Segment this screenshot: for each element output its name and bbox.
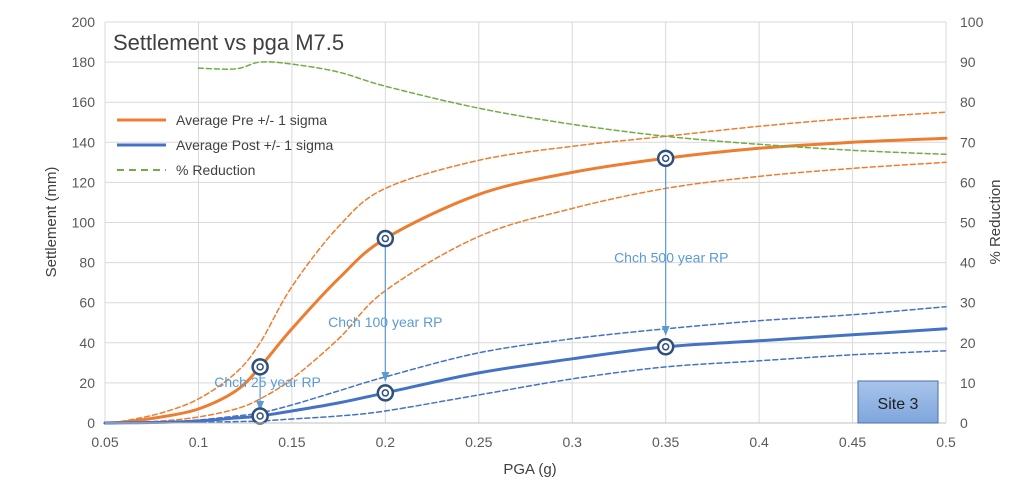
y2-tick-label: 80 [960, 94, 976, 110]
legend: Average Pre +/- 1 sigma Average Post +/-… [117, 112, 334, 178]
x-tick-label: 0.4 [749, 434, 769, 450]
series-line-reduction [197, 61, 947, 156]
y-tick-label: 180 [72, 54, 96, 70]
y2-tick-label: 50 [960, 215, 976, 231]
data-point-marker-inner [256, 412, 264, 420]
y2-tick-label: 40 [960, 255, 976, 271]
series-line-post-1-sigma [104, 350, 947, 424]
series-line-pre-1-sigma [104, 161, 947, 424]
return-period-label: Chch 500 year RP [614, 250, 728, 266]
gridlines [104, 21, 947, 424]
arrow-layer [256, 164, 670, 411]
y2-tick-label: 0 [960, 415, 968, 431]
y-tick-label: 120 [72, 174, 96, 190]
y-tick-label: 80 [79, 255, 95, 271]
y2-tick-label: 20 [960, 335, 976, 351]
y-tick-label: 160 [72, 94, 96, 110]
x-tick-label: 0.45 [839, 434, 866, 450]
x-tick-label: 0.35 [652, 434, 679, 450]
legend-label-post: Average Post +/- 1 sigma [176, 137, 334, 153]
y-tick-label: 20 [79, 375, 95, 391]
y2-tick-label: 10 [960, 375, 976, 391]
series-line-average-pre [103, 136, 948, 425]
site-label-box: Site 3 [857, 380, 939, 424]
data-point-marker-inner [381, 389, 390, 397]
y-tick-label: 200 [72, 14, 96, 30]
chart-title: Settlement vs pga M7.5 [113, 30, 344, 55]
x-tick-label: 0.5 [936, 434, 956, 450]
x-tick-label: 0.3 [562, 434, 582, 450]
data-point-marker-inner [661, 343, 670, 351]
y-tick-label: 100 [72, 215, 96, 231]
y2-tick-label: 30 [960, 295, 976, 311]
marker-layer [251, 149, 675, 425]
y2-tick-label: 60 [960, 174, 976, 190]
x-tick-label: 0.2 [376, 434, 396, 450]
series-line-post-1-sigma [104, 305, 947, 424]
x-axis-label: PGA (g) [503, 461, 556, 478]
return-period-label: Chch 100 year RP [328, 314, 442, 330]
y2-tick-label: 100 [960, 14, 984, 30]
data-point-marker-inner [661, 154, 670, 163]
y2-tick-label: 70 [960, 134, 976, 150]
y-tick-label: 60 [79, 295, 95, 311]
return-period-label: Chch 25 year RP [214, 374, 321, 390]
y-tick-label: 40 [79, 335, 95, 351]
legend-label-reduction: % Reduction [176, 162, 255, 178]
x-tick-label: 0.25 [465, 434, 492, 450]
y2-tick-label: 90 [960, 54, 976, 70]
annotations: Chch 25 year RP Chch 100 year RP Chch 500 … [214, 250, 728, 390]
y-tick-label: 0 [87, 415, 95, 431]
data-point-marker-inner [256, 363, 264, 371]
data-point-marker-inner [381, 234, 390, 243]
x-tick-label: 0.1 [189, 434, 209, 450]
y2-axis-label: % Reduction [987, 179, 1004, 264]
x-tick-label: 0.05 [91, 434, 118, 450]
x-tick-label: 0.15 [278, 434, 305, 450]
series-line-pre-1-sigma [104, 111, 947, 424]
y-axis-label: Settlement (mm) [43, 167, 60, 278]
axes: 0 20 40 60 80 100 120 140 160 180 200 0 10 20 30 40 50 60… [72, 14, 984, 450]
y-tick-label: 140 [72, 134, 96, 150]
legend-label-pre: Average Pre +/- 1 sigma [176, 112, 327, 128]
site-label: Site 3 [878, 396, 919, 413]
